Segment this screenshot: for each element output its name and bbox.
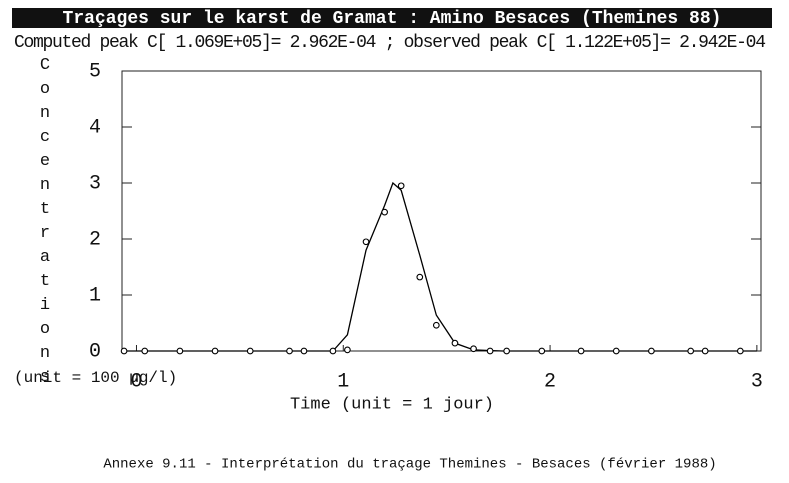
observed-point [687, 347, 695, 355]
observed-point [120, 347, 128, 355]
observed-point [141, 347, 149, 355]
observed-point [648, 347, 655, 355]
observed-point [176, 347, 184, 355]
observed-point [503, 347, 510, 355]
observed-point [416, 273, 424, 281]
y-tick-label: 5 [89, 60, 101, 83]
y-tick-label: 3 [89, 172, 101, 195]
observed-point [246, 347, 254, 355]
chart-title: Traçages sur le karst de Gramat : Amino … [63, 9, 722, 29]
observed-point [362, 238, 370, 246]
observed-point [736, 347, 744, 355]
x-tick-label: 0 [130, 370, 142, 393]
observed-point [211, 347, 219, 355]
x-tick-label: 1 [337, 370, 349, 393]
y-tick-label: 4 [89, 116, 101, 139]
y-tick-label: 1 [89, 284, 101, 307]
observed-point [538, 347, 546, 355]
observed-point [286, 347, 293, 355]
observed-point [381, 208, 388, 216]
x-tick-label: 3 [751, 370, 763, 393]
plot-frame [121, 70, 762, 352]
observed-point [432, 321, 440, 329]
observed-point [701, 347, 709, 355]
observed-point [329, 347, 337, 355]
observed-point [470, 345, 477, 353]
observed-point [577, 347, 585, 355]
observed-point [344, 346, 351, 354]
title-bar [12, 8, 772, 28]
x-axis-label: Time (unit = 1 jour) [290, 395, 494, 414]
observed-point [451, 339, 459, 347]
y-axis-label: Concentrations [36, 56, 55, 392]
y-tick-label: 2 [89, 228, 101, 251]
observed-point [300, 347, 308, 355]
y-tick-label: 0 [89, 340, 101, 363]
caption: Annexe 9.11 - Interprétation du traçage … [103, 457, 716, 473]
y-unit: (unit = 100 µg/l) [14, 369, 177, 387]
chart-subtitle: Computed peak C[ 1.069E+05]= 2.962E-04 ;… [14, 33, 766, 53]
observed-point [397, 182, 405, 190]
x-tick-label: 2 [544, 370, 556, 393]
observed-point [612, 347, 620, 355]
observed-point [486, 347, 494, 355]
